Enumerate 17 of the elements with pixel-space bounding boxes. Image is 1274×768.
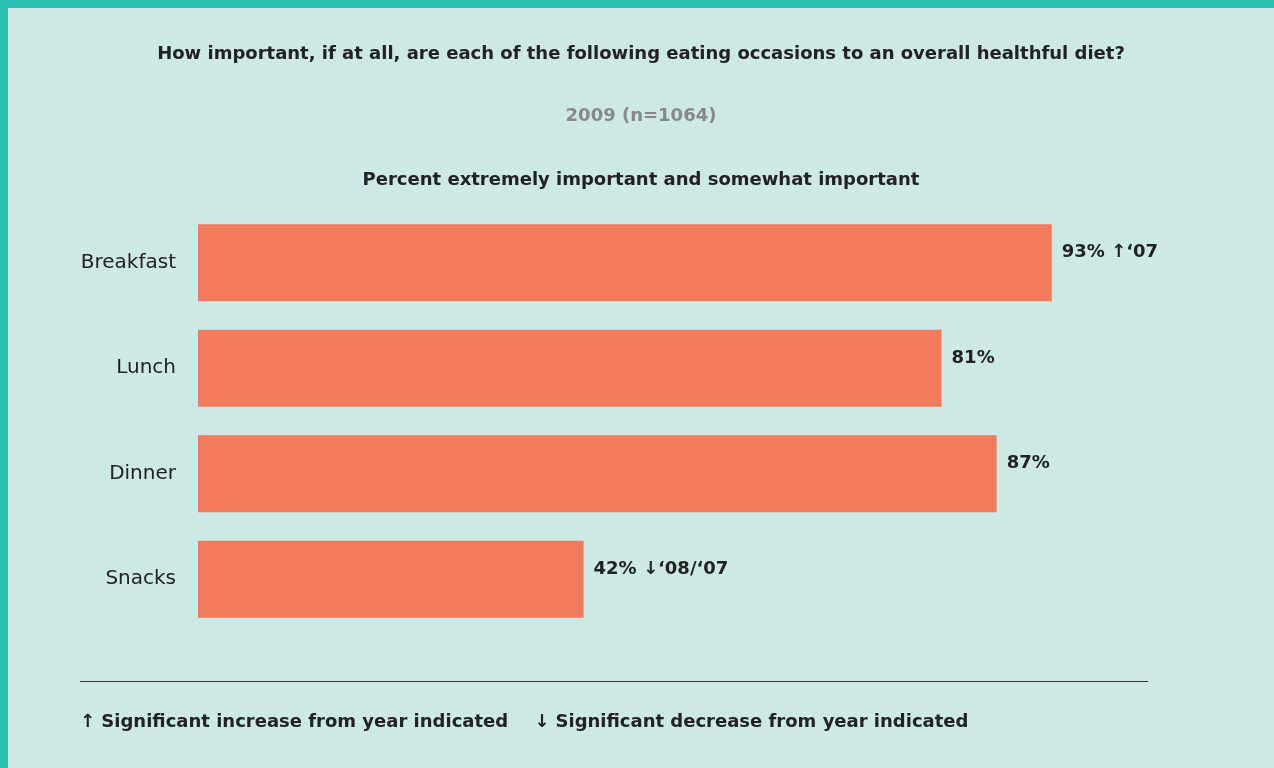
y-tick-label: Lunch (116, 354, 176, 379)
data-label: 42% ↓‘08/‘07 (593, 556, 729, 578)
y-tick-label: Dinner (109, 459, 177, 484)
text: ↑ Significant increase from year indicated (80, 710, 509, 731)
chart-subtitle: 2009 (n=1064) (564, 104, 718, 125)
text: ↓ Significant decrease from year indicated (534, 710, 969, 731)
bar (198, 540, 584, 618)
data-label: 81% (951, 345, 995, 367)
y-tick-label: Snacks (105, 565, 176, 590)
y-tick-label: Breakfast (80, 248, 177, 273)
bar (198, 224, 1052, 302)
bar (198, 435, 997, 513)
data-label: 93% ↑‘07 (1061, 240, 1159, 262)
bar (198, 329, 942, 407)
chart-title: How important, if at all, are each of the following eating occasions to an overall healthful diet? (156, 42, 1126, 63)
data-label: 87% (1006, 451, 1050, 473)
x-axis-title: Percent extremely important and somewhat important (361, 168, 921, 189)
